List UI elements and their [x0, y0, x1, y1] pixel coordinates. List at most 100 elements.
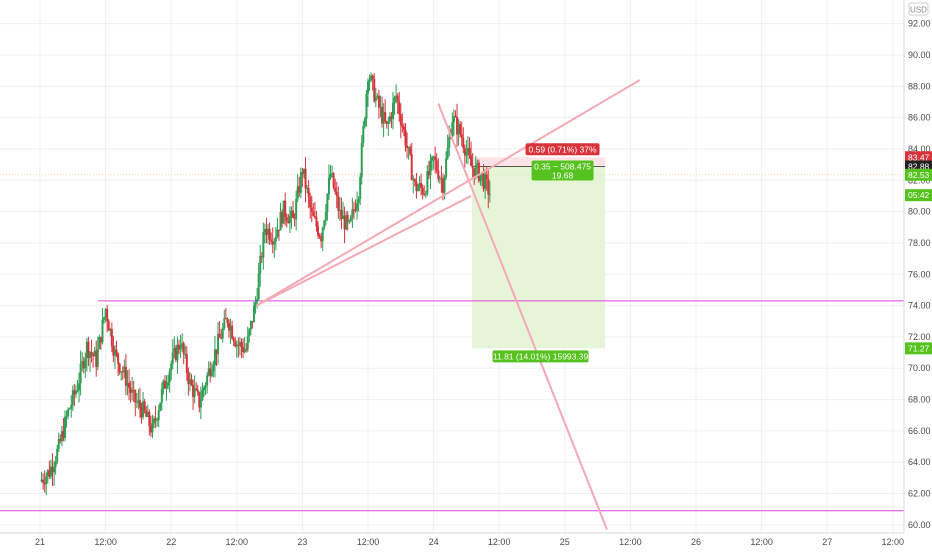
- candle-body: [485, 174, 488, 179]
- price-tag-value: 82.53: [908, 170, 930, 180]
- candle-body: [126, 382, 129, 386]
- trendline[interactable]: [255, 79, 641, 307]
- candle-body: [96, 348, 99, 367]
- candle-body: [471, 166, 474, 169]
- candle-body: [320, 236, 323, 242]
- candle-body: [112, 346, 115, 356]
- candle-body: [360, 142, 363, 178]
- horizontal-lines[interactable]: [0, 300, 904, 512]
- candle-body: [146, 412, 149, 417]
- take-profit-zone[interactable]: [472, 166, 606, 349]
- x-tick-label: 22: [166, 537, 176, 547]
- candle-body: [76, 390, 79, 392]
- candle-body: [51, 466, 54, 473]
- candle-body: [113, 349, 116, 356]
- candle-body: [270, 239, 273, 242]
- trendline[interactable]: [256, 195, 472, 307]
- candle-body: [407, 147, 410, 149]
- candle-body: [215, 349, 218, 355]
- candle-body: [346, 215, 349, 222]
- candle-body: [85, 341, 88, 359]
- candle-body: [362, 125, 365, 143]
- candle-body: [79, 363, 82, 384]
- trendline[interactable]: [437, 103, 608, 530]
- candle-body: [56, 448, 59, 462]
- currency-badge[interactable]: [908, 2, 929, 16]
- candle-body: [99, 336, 102, 343]
- candle-body: [207, 368, 210, 376]
- candle-body: [390, 116, 393, 119]
- candle-body: [149, 426, 152, 433]
- candle-body: [70, 404, 73, 409]
- y-tick-label: 86.00: [908, 113, 931, 123]
- candle-body: [143, 401, 146, 411]
- candle-body: [343, 215, 346, 230]
- candle-body: [201, 390, 204, 401]
- candle-body: [98, 336, 101, 349]
- candle-body: [252, 306, 255, 323]
- candle-body: [354, 209, 357, 211]
- candle-body: [209, 368, 212, 377]
- candle-body: [413, 179, 416, 182]
- candle-body: [488, 194, 491, 196]
- candle-body: [284, 200, 287, 218]
- candle-body: [474, 165, 477, 177]
- candle-body: [153, 418, 156, 424]
- candle-body: [92, 354, 95, 357]
- candle-body: [363, 118, 366, 126]
- candle-body: [326, 194, 329, 213]
- candle-body: [246, 336, 249, 350]
- x-tick-label: 21: [35, 537, 45, 547]
- candle-body: [256, 299, 259, 303]
- candle-body: [396, 95, 399, 102]
- y-tick-label: 76.00: [908, 269, 931, 279]
- candle-body: [178, 344, 181, 350]
- candle-body: [293, 217, 296, 220]
- candle-body: [338, 210, 341, 212]
- candle-body: [132, 389, 135, 391]
- candle-body: [288, 216, 291, 224]
- candle-body: [268, 228, 271, 240]
- candle-body: [349, 216, 352, 221]
- x-tick-label: 12:00: [94, 537, 117, 547]
- candle-body: [181, 343, 184, 349]
- candle-body: [203, 387, 205, 391]
- position-tool[interactable]: [0, 157, 904, 349]
- candle-body: [74, 390, 77, 395]
- candle-body: [42, 479, 45, 483]
- candle-body: [49, 466, 52, 477]
- candle-body: [59, 438, 62, 442]
- candle-body: [388, 116, 391, 122]
- candle-body: [312, 211, 315, 216]
- candle-body: [273, 241, 276, 245]
- candle-body: [456, 116, 459, 135]
- candle-body: [224, 318, 227, 320]
- candle-body: [418, 183, 421, 188]
- candle-body: [401, 125, 404, 127]
- candle-body: [159, 402, 162, 411]
- candle-body: [334, 187, 337, 192]
- candle-body: [395, 95, 398, 98]
- candle-body: [165, 385, 168, 389]
- candle-body: [367, 81, 369, 94]
- price-axis[interactable]: [904, 0, 932, 550]
- y-tick-label: 72.00: [908, 332, 931, 342]
- x-tick-label: 12:00: [488, 537, 511, 547]
- candle-body: [465, 151, 468, 156]
- candle-body: [359, 177, 362, 200]
- candle-body: [340, 210, 343, 220]
- y-tick-label: 84.00: [908, 144, 931, 154]
- candle-body: [81, 361, 84, 364]
- candle-body: [427, 171, 430, 176]
- candle-body: [409, 147, 412, 155]
- trendlines[interactable]: [255, 79, 641, 530]
- candle-body: [298, 186, 301, 193]
- candle-body: [157, 410, 160, 420]
- candle-body: [434, 156, 437, 161]
- candle-body: [249, 321, 252, 330]
- candle-body: [123, 366, 126, 373]
- candle-body: [67, 409, 70, 417]
- candle-body: [387, 121, 390, 124]
